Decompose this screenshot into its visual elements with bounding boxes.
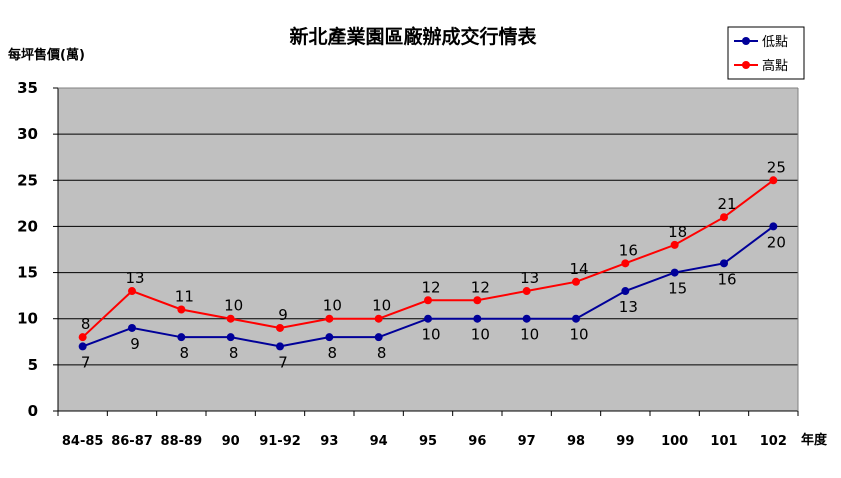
data-label: 7 (278, 353, 288, 371)
data-label: 10 (471, 326, 490, 344)
data-point (769, 222, 778, 231)
x-axis-label: 年度 (801, 432, 828, 448)
x-tick-label: 97 (518, 434, 536, 449)
data-point (325, 314, 334, 323)
data-label: 9 (278, 306, 288, 324)
data-point (78, 342, 87, 351)
x-tick-label: 98 (567, 434, 585, 449)
data-point (177, 333, 186, 342)
chart-title: 新北產業園區廠辦成交行情表 (289, 25, 537, 48)
data-point (276, 323, 284, 332)
data-point (670, 268, 679, 277)
data-point (177, 305, 186, 314)
data-point (621, 287, 630, 296)
data-label: 13 (520, 269, 539, 287)
data-label: 15 (668, 280, 687, 298)
y-tick-label: 30 (17, 125, 38, 143)
x-tick-label: 100 (661, 434, 688, 449)
data-point (226, 314, 235, 323)
y-tick-label: 10 (17, 310, 38, 328)
data-point (473, 296, 482, 305)
y-tick-label: 15 (17, 264, 38, 282)
data-label: 21 (717, 195, 736, 213)
x-tick-label: 101 (710, 434, 737, 449)
data-label: 7 (81, 353, 91, 371)
data-label: 20 (767, 233, 786, 251)
data-label: 8 (229, 344, 239, 362)
data-label: 14 (569, 260, 588, 278)
data-label: 8 (180, 344, 190, 362)
data-label: 13 (619, 298, 638, 316)
data-label: 12 (471, 278, 490, 296)
data-point (325, 333, 334, 342)
data-point (128, 323, 136, 332)
plot-background (58, 88, 798, 411)
data-label: 25 (767, 158, 786, 176)
x-tick-label: 84-85 (62, 434, 104, 449)
x-tick-label: 94 (370, 434, 388, 449)
legend-swatch-point (742, 61, 750, 69)
data-point (473, 314, 482, 323)
data-label: 8 (328, 344, 338, 362)
legend-label: 高點 (762, 58, 788, 74)
data-label: 12 (421, 278, 440, 296)
data-point (374, 314, 383, 323)
x-tick-label: 102 (760, 434, 787, 449)
x-tick-label: 95 (419, 434, 437, 449)
data-label: 8 (377, 344, 387, 362)
data-label: 16 (717, 270, 736, 288)
x-tick-label: 90 (222, 434, 240, 449)
data-label: 13 (125, 269, 144, 287)
data-point (276, 342, 284, 351)
data-point (374, 333, 383, 342)
y-tick-label: 5 (28, 356, 38, 374)
x-tick-label: 88-89 (161, 434, 203, 449)
data-label: 10 (421, 326, 440, 344)
data-label: 18 (668, 223, 687, 241)
x-tick-label: 99 (616, 434, 634, 449)
x-tick-label: 91-92 (259, 434, 301, 449)
data-point (522, 314, 531, 323)
data-label: 10 (372, 297, 391, 315)
data-label: 11 (175, 287, 194, 305)
x-tick-label: 96 (468, 434, 486, 449)
data-point (720, 259, 728, 268)
y-tick-label: 0 (28, 402, 38, 420)
legend-label: 低點 (762, 35, 788, 50)
data-point (670, 240, 679, 249)
data-point (226, 333, 235, 342)
data-point (769, 176, 778, 185)
data-point (621, 259, 630, 268)
data-point (424, 314, 432, 323)
data-point (128, 287, 136, 296)
data-point (424, 296, 432, 305)
data-point (78, 333, 87, 342)
data-label: 10 (520, 326, 539, 344)
data-label: 8 (81, 315, 91, 333)
x-tick-label: 93 (320, 434, 338, 449)
y-tick-label: 25 (17, 171, 38, 189)
y-tick-label: 20 (17, 217, 38, 235)
data-point (572, 277, 580, 286)
data-label: 16 (619, 241, 638, 259)
x-tick-label: 86-87 (111, 434, 153, 449)
y-tick-label: 35 (17, 79, 38, 97)
legend-box (727, 26, 805, 80)
data-label: 10 (323, 297, 342, 315)
legend-swatch-point (742, 37, 750, 45)
data-label: 9 (130, 335, 140, 353)
data-label: 10 (224, 297, 243, 315)
data-point (572, 314, 580, 323)
data-point (720, 213, 728, 222)
data-label: 10 (569, 326, 588, 344)
plot-area: 0 5 10 15 20 25 30 35 84-85 86-87 88-89 90 91-92 93 94… (17, 79, 799, 449)
y-axis-label: 每坪售價(萬) (8, 47, 85, 63)
data-point (522, 287, 531, 296)
